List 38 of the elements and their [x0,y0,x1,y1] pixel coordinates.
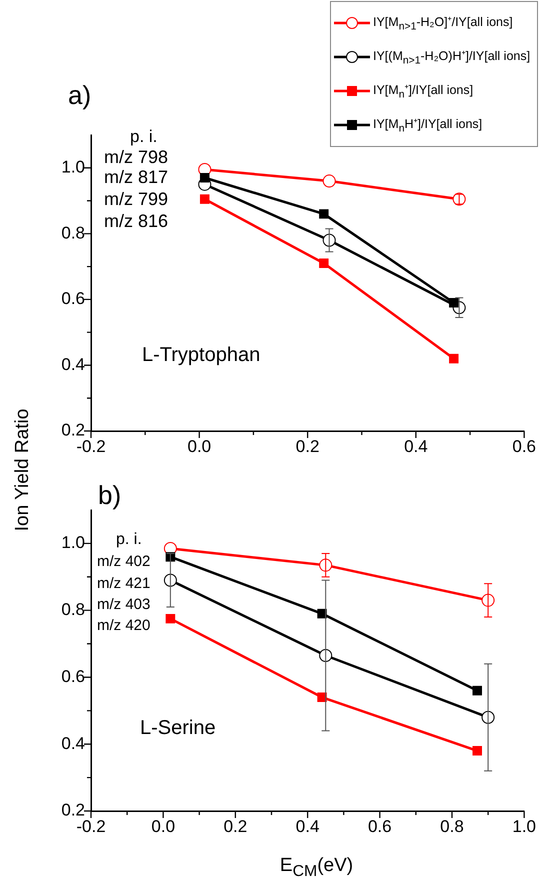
y-tick-label: 0.6 [61,289,85,308]
x-tick-label: 1.0 [512,816,536,836]
x-axis-title: E$_{CM}$(eV) [278,855,354,881]
annotation: m/z 420 [97,617,150,634]
y-tick-label: 0.4 [61,734,85,753]
x-tick-label: 0.0 [187,436,212,456]
y-tick-label: 0.6 [61,666,85,686]
x-tick-label: 0.2 [296,436,320,456]
annotation: m/z 816 [104,211,168,231]
text: b) [98,480,122,510]
x-tick-label: 0.8 [440,816,464,836]
annotation: m/z 402 [97,553,150,570]
annotation: p. i. [116,531,142,548]
annotation: m/z 421 [97,575,150,592]
legend-label: IY[(M$_{n>1}$-H₂O)H⁺]/IY[all ions] [373,48,530,67]
annotation: p. i. [130,127,158,146]
text: a) [68,80,92,110]
annotation: L-Serine [140,717,216,739]
x-tick-label: 0.6 [368,816,392,836]
y-axis-title: Ion Yield Ratio [12,408,34,532]
x-tick-label: 0.6 [512,436,536,456]
y-tick-label: 1.0 [61,158,85,177]
annotation: m/z 799 [104,189,168,209]
annotation: m/z 403 [97,596,150,613]
annotation: L-Tryptophan [142,344,260,366]
legend-label: IY[M$_{n}$H⁺]/IY[all ions] [373,116,482,135]
y-tick-label: 0.4 [61,354,85,374]
x-tick-label: 0.2 [224,816,248,836]
y-tick-label: 0.8 [61,223,85,242]
legend-label: IY[M$_{n>1}$-H₂O]⁺/IY[all ions] [373,14,513,33]
x-tick-label: 0.4 [296,816,320,836]
annotation: m/z 798 [104,147,168,167]
annotation: m/z 817 [104,167,168,187]
legend-label: IY[M$_{n}$⁺]/IY[all ions] [373,82,474,101]
y-tick-label: 0.8 [61,600,85,620]
y-tick-label: 1.0 [61,533,85,552]
x-tick-label: 0.4 [404,436,428,456]
x-tick-label: 0.0 [151,816,176,836]
